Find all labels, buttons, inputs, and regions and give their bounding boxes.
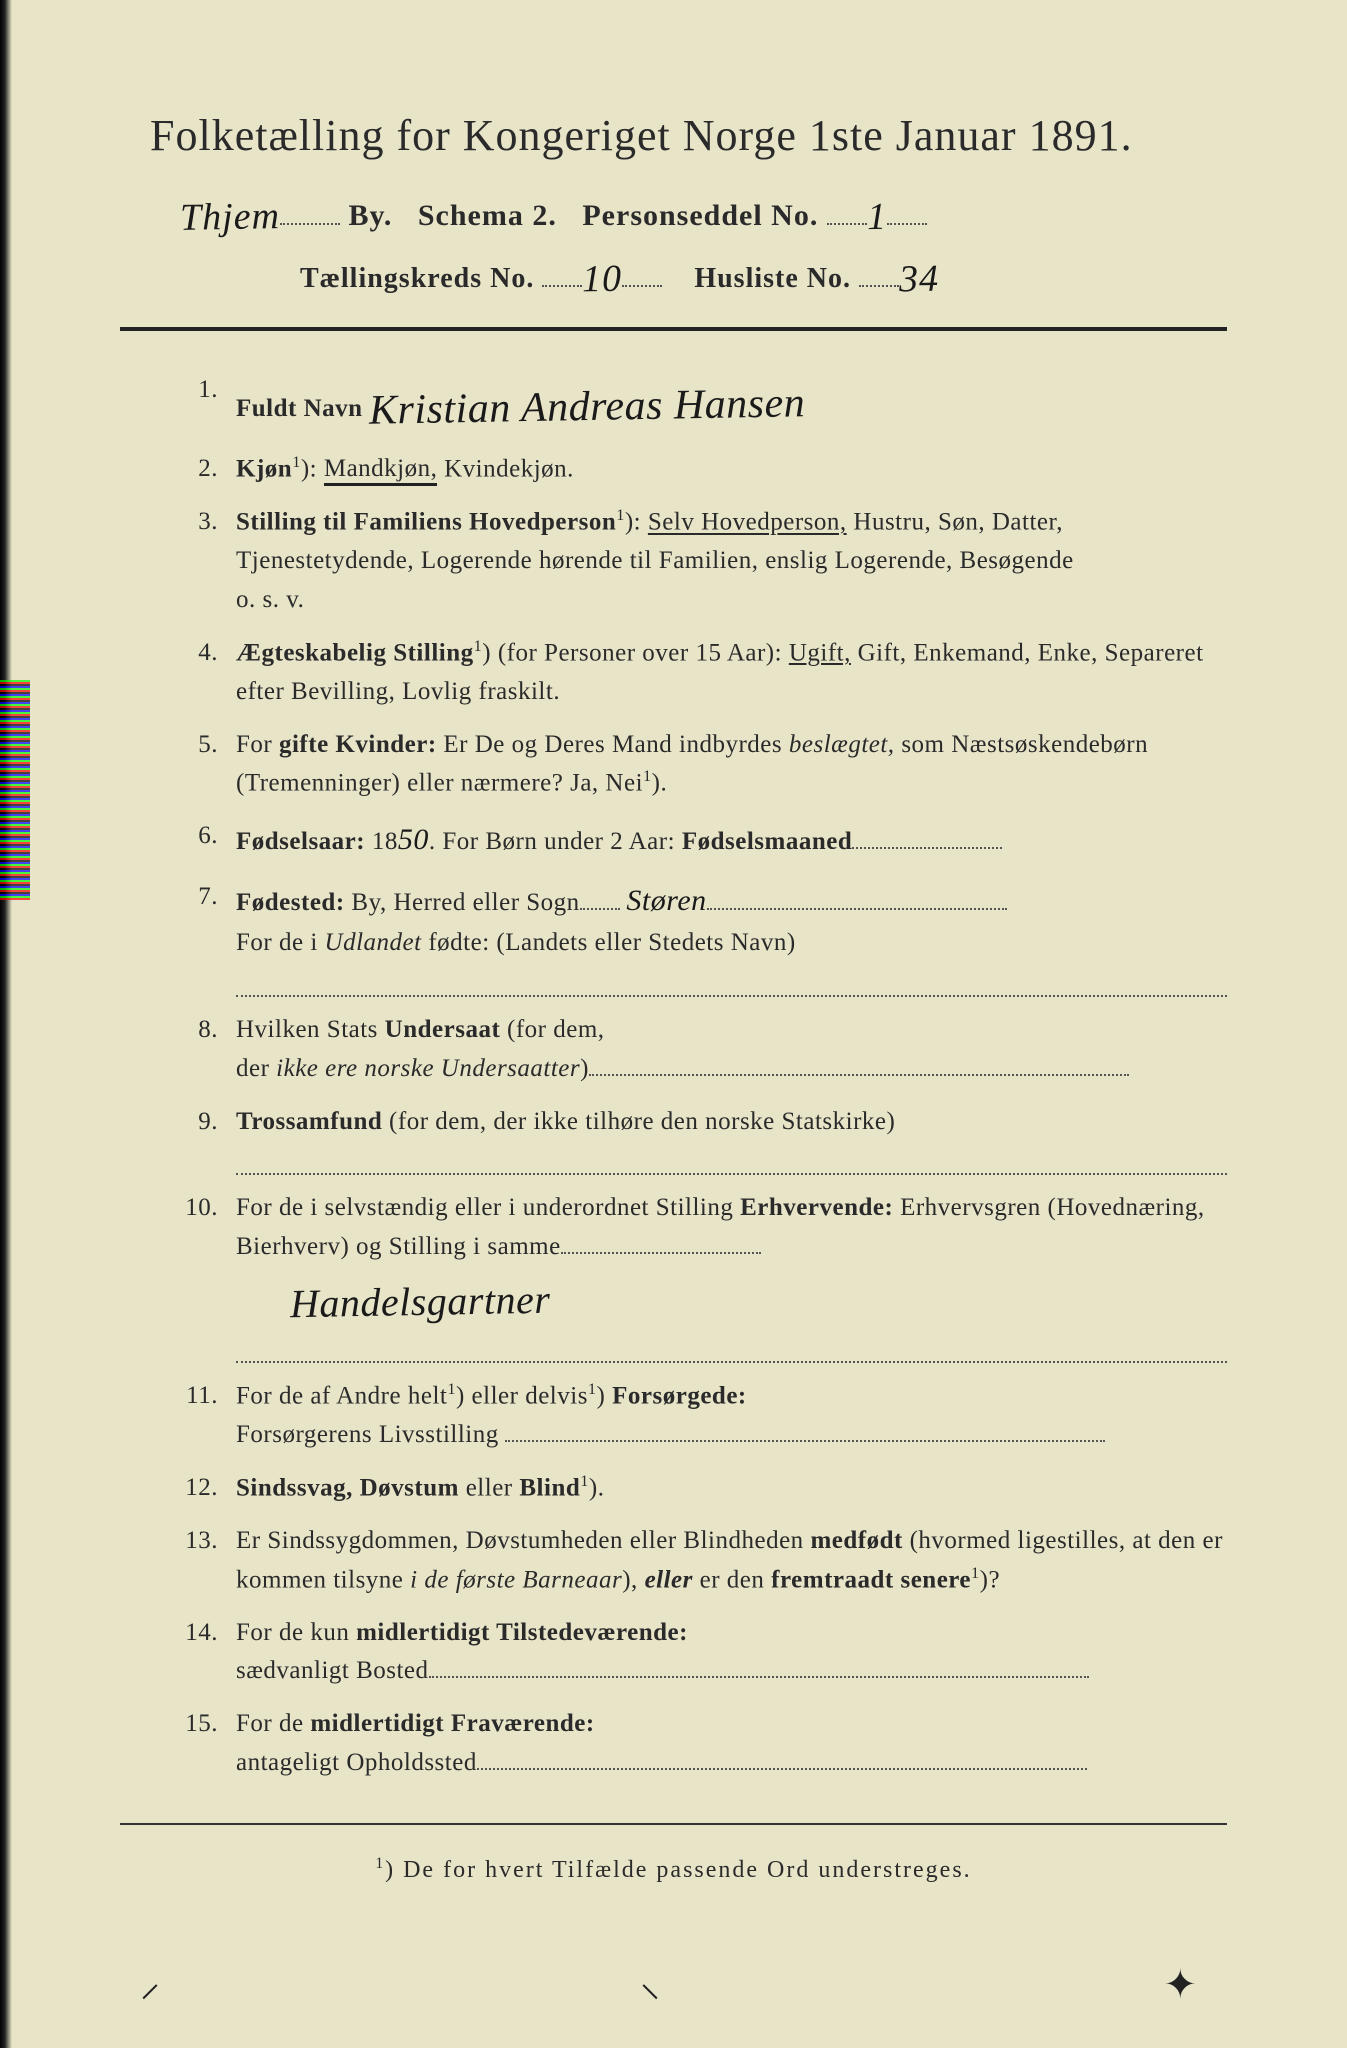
- item-3: 3. Stilling til Familiens Hovedperson1):…: [160, 503, 1227, 620]
- item-12: 12. Sindssvag, Døvstum eller Blind1).: [160, 1469, 1227, 1508]
- item-2: 2. Kjøn1): Mandkjøn, Kvindekjøn.: [160, 450, 1227, 489]
- sex-selected: Mandkjøn,: [324, 455, 438, 486]
- personseddel-no: 1: [866, 195, 887, 239]
- header-row-1: Thjem By. Schema 2. Personseddel No. 1: [180, 191, 1227, 235]
- item-5: 5. For gifte Kvinder: Er De og Deres Man…: [160, 726, 1227, 804]
- item-9: 9. Trossamfund (for dem, der ikke tilhør…: [160, 1103, 1227, 1176]
- header-row-2: Tællingskreds No. 10 Husliste No. 34: [300, 253, 1227, 297]
- item-4: 4. Ægteskabelig Stilling1) (for Personer…: [160, 634, 1227, 712]
- marital-selected: Ugift,: [789, 639, 851, 666]
- personseddel-label: Personseddel No.: [582, 199, 818, 232]
- divider-bottom: [120, 1823, 1227, 1825]
- item-1: 1. Fuldt Navn Kristian Andreas Hansen: [160, 371, 1227, 436]
- relation-selected: Selv Hovedperson,: [648, 509, 847, 536]
- occupation-hand: Handelsgartner: [289, 1269, 550, 1336]
- scan-edge: [0, 0, 12, 2048]
- footnote: 1) De for hvert Tilfælde passende Ord un…: [120, 1855, 1227, 1884]
- ink-mark: ⸜: [640, 1953, 660, 2008]
- kreds-no: 10: [582, 257, 623, 302]
- form-items: 1. Fuldt Navn Kristian Andreas Hansen 2.…: [160, 371, 1227, 1783]
- ink-mark: ⸝: [140, 1953, 160, 2008]
- by-label: By.: [349, 199, 393, 232]
- census-form-page: Folketælling for Kongeriget Norge 1ste J…: [0, 0, 1347, 2048]
- by-handwritten: Thjem: [180, 194, 281, 240]
- birthplace-hand: Støren: [626, 884, 706, 917]
- item-11: 11. For de af Andre helt1) eller delvis1…: [160, 1377, 1227, 1455]
- item-13: 13. Er Sindssygdommen, Døvstumheden elle…: [160, 1522, 1227, 1600]
- kreds-label: Tællingskreds No.: [300, 263, 534, 294]
- item-6: 6. Fødselsaar: 1850. For Børn under 2 Aa…: [160, 817, 1227, 864]
- birthyear-hand: 50: [398, 823, 429, 856]
- item-7: 7. Fødested: By, Herred eller Sogn Støre…: [160, 878, 1227, 997]
- schema-label: Schema 2.: [418, 199, 557, 232]
- item-8: 8. Hvilken Stats Undersaat (for dem, der…: [160, 1011, 1227, 1089]
- item-15: 15. For de midlertidigt Fraværende: anta…: [160, 1705, 1227, 1783]
- fullname-value: Kristian Andreas Hansen: [369, 371, 806, 444]
- husliste-no: 34: [899, 257, 940, 302]
- scan-noise: [0, 680, 30, 900]
- husliste-label: Husliste No.: [694, 263, 851, 294]
- ink-mark: ✦: [1163, 1961, 1197, 2008]
- divider-top: [120, 327, 1227, 331]
- item-14: 14. For de kun midlertidigt Tilstedevære…: [160, 1614, 1227, 1692]
- page-title: Folketælling for Kongeriget Norge 1ste J…: [150, 110, 1227, 161]
- item-10: 10. For de i selvstændig eller i underor…: [160, 1189, 1227, 1363]
